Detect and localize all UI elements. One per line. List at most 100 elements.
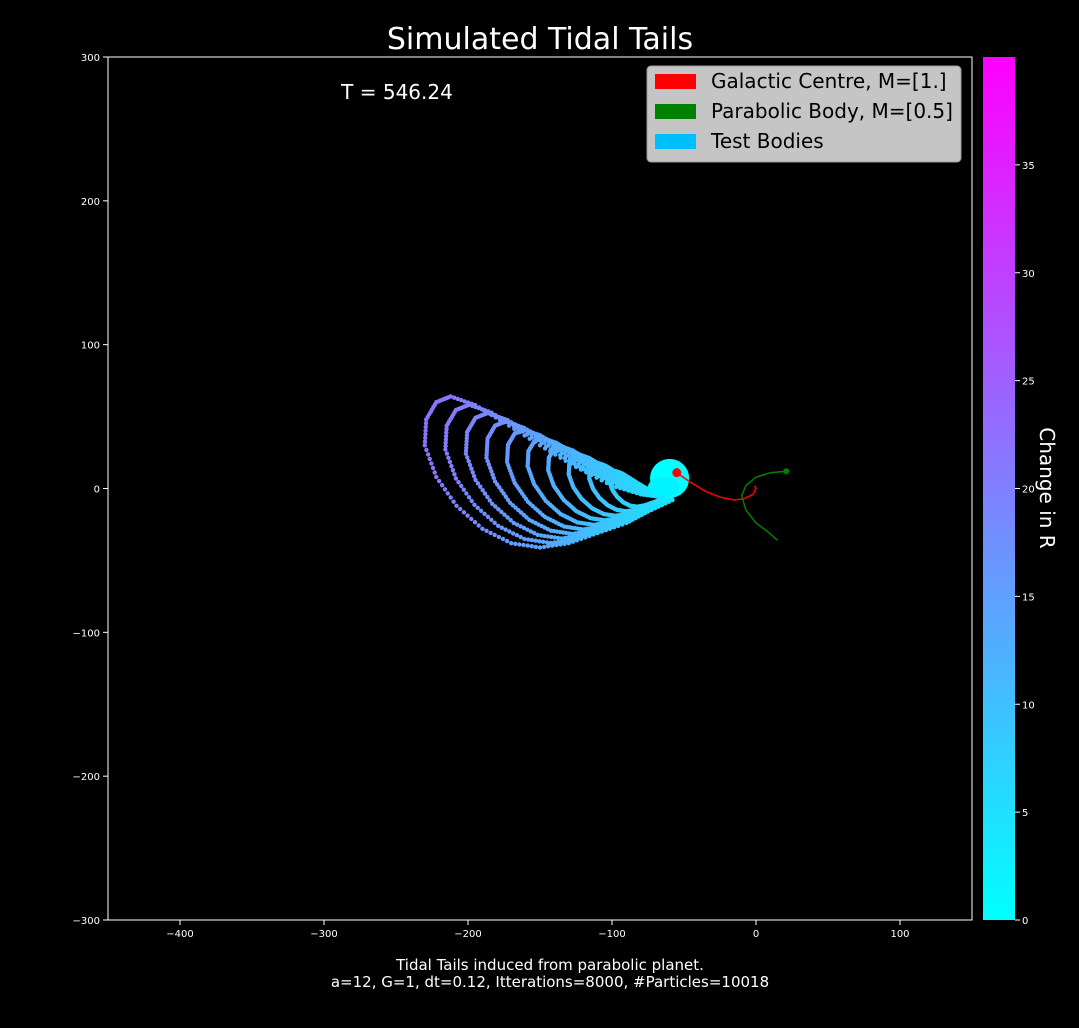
test-body-point: [456, 480, 461, 485]
test-body-point: [499, 509, 504, 515]
colorbar-tick-label: 30: [1022, 269, 1035, 280]
test-body-point: [521, 512, 527, 518]
test-body-point: [532, 530, 537, 536]
test-body-point: [529, 544, 534, 549]
test-body-point: [469, 516, 474, 522]
test-body-point: [549, 534, 554, 540]
legend: Galactic Centre, M=[1.] Parabolic Body, M…: [646, 65, 962, 163]
test-body-point: [513, 541, 518, 546]
test-body-point: [522, 536, 527, 542]
y-tick-label: 300: [81, 53, 100, 64]
test-body-point: [473, 477, 478, 483]
test-body-point: [465, 455, 470, 460]
test-body-point: [491, 475, 496, 481]
y-tick-label: −300: [73, 916, 100, 927]
test-body-point: [521, 525, 527, 531]
test-body-point: [454, 503, 459, 508]
test-body-point: [488, 465, 493, 471]
test-body-point: [446, 455, 451, 460]
test-body-point: [475, 505, 480, 510]
colorbar-tick-label: 10: [1022, 700, 1035, 711]
test-body-point: [488, 530, 493, 536]
caption-line-1: Tidal Tails induced from parabolic plane…: [395, 956, 704, 974]
test-body-point: [548, 540, 553, 546]
test-body-point: [437, 478, 442, 484]
test-body-point: [511, 520, 516, 526]
galactic-centre-trajectory: [676, 472, 757, 501]
test-body-point: [467, 462, 473, 468]
legend-box: [646, 65, 962, 163]
test-body-core-lower: [647, 477, 680, 498]
test-body-point: [518, 524, 523, 529]
test-body-point: [445, 491, 450, 496]
test-body-point: [476, 523, 481, 528]
y-tick-label: 100: [81, 341, 100, 352]
test-body-point: [423, 432, 428, 437]
test-body-point: [444, 430, 449, 435]
test-body-point: [489, 517, 494, 522]
test-body-point: [443, 433, 449, 439]
test-body-point: [423, 435, 428, 441]
legend-swatch: [655, 134, 696, 149]
test-body-point: [542, 533, 547, 539]
test-body-point: [514, 522, 520, 527]
test-body-point: [452, 395, 457, 400]
test-body-point: [559, 536, 564, 541]
test-body-point: [528, 529, 533, 534]
test-body-point: [434, 474, 439, 480]
test-body-point: [443, 440, 448, 445]
trajectories: [676, 470, 787, 541]
x-tick-label: −400: [166, 929, 193, 940]
colorbar: 0 5 10 15 20 25 30 35 Change in R: [983, 57, 1059, 927]
test-body-point: [423, 424, 428, 430]
test-body-point: [466, 495, 472, 500]
test-body-point: [490, 472, 495, 477]
test-body-point: [510, 531, 516, 536]
test-body-point: [496, 534, 502, 540]
test-body-point: [447, 459, 453, 465]
test-body-point: [455, 396, 460, 402]
plot-area: [107, 56, 973, 921]
test-body-point: [452, 472, 457, 477]
colorbar-tick-label: 25: [1022, 377, 1035, 388]
test-body-point: [425, 452, 431, 457]
test-body-point: [487, 498, 492, 503]
x-tick-label: −200: [454, 929, 481, 940]
test-body-point: [443, 443, 448, 449]
test-body-point: [537, 545, 543, 550]
test-body-point: [527, 517, 532, 523]
test-body-point: [485, 514, 491, 519]
test-body-point: [535, 532, 540, 537]
y-tick-label: −100: [73, 628, 100, 639]
test-body-point: [525, 527, 530, 532]
test-body-point: [459, 397, 464, 403]
test-bodies-scatter: [422, 394, 690, 550]
test-body-point: [469, 498, 474, 504]
test-body-point: [478, 508, 484, 513]
test-body-point: [423, 421, 429, 426]
colorbar-tick-label: 15: [1022, 592, 1035, 603]
y-tick-label: −200: [73, 772, 100, 783]
caption-line-2: a=12, G=1, dt=0.12, Itterations=8000, #P…: [331, 973, 769, 991]
colorbar-label: Change in R: [1035, 427, 1059, 549]
colorbar-tick-label: 35: [1022, 161, 1035, 172]
test-body-point: [492, 479, 498, 484]
test-body-point: [458, 506, 463, 512]
test-body-point: [442, 487, 448, 492]
test-body-point: [492, 532, 497, 538]
test-body-point: [443, 437, 449, 442]
test-body-point: [555, 535, 561, 541]
test-body-point: [562, 535, 568, 541]
test-body-point: [432, 470, 437, 475]
test-body-point: [486, 462, 492, 467]
test-body-point: [465, 513, 470, 518]
test-body-point: [518, 534, 523, 540]
test-body-point: [489, 469, 494, 474]
legend-label: Parabolic Body, M=[0.5]: [711, 99, 953, 123]
test-body-point: [482, 491, 488, 496]
colorbar-gradient: [983, 57, 1015, 920]
test-body-point: [471, 474, 477, 479]
test-body-point: [423, 428, 428, 433]
y-axis: −300 −200 −100 0 100 200 300: [73, 53, 108, 927]
parabolic-body-trajectory: [740, 470, 787, 541]
